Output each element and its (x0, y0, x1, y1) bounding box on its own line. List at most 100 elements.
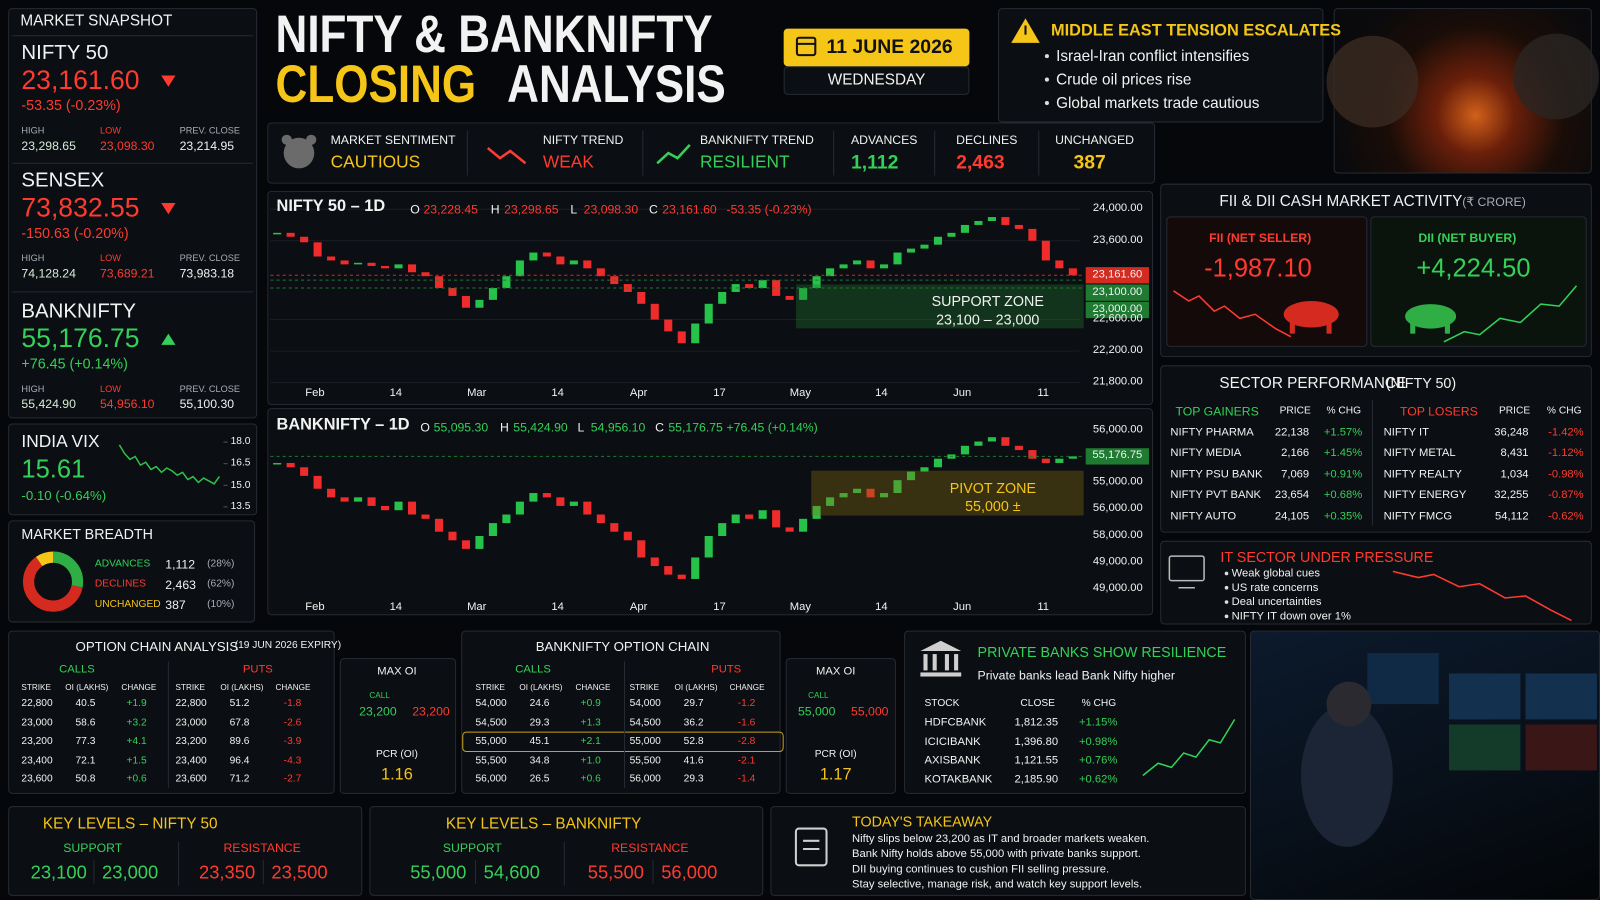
candle (906, 471, 916, 481)
nifty-chart-panel (267, 190, 1154, 406)
bank-roof (920, 640, 962, 652)
high: 74,128.24 (21, 266, 76, 281)
screen (1448, 673, 1521, 720)
high: 55,424.90 (21, 396, 76, 412)
value: -1,987.10 (1204, 254, 1312, 283)
bullet (1044, 77, 1049, 82)
candle (853, 260, 862, 265)
candle (758, 280, 767, 289)
rows: +2.1 (580, 735, 601, 747)
price-tag (1085, 267, 1149, 284)
title: OPTION CHAIN ANALYSIS (75, 638, 239, 655)
x-labels: 14 (389, 386, 403, 399)
date: 11 JUNE 2026 (826, 36, 953, 59)
support-label: SUPPORT (442, 840, 502, 856)
rows: +1.15% (1078, 716, 1118, 729)
rows: 29.3 (529, 716, 550, 729)
rows: 22,138 (1274, 426, 1310, 439)
figure-silhouette (1326, 35, 1419, 128)
value: WEAK (542, 152, 594, 172)
warning-icon (1011, 18, 1040, 43)
candle (920, 467, 929, 472)
candle (556, 497, 565, 506)
rows: -0.87% (1548, 488, 1584, 502)
low: 73,689.21 (99, 266, 155, 281)
rows: 55,500 (475, 754, 507, 766)
value: 55,095.30 (433, 420, 489, 435)
label: NIFTY TREND (542, 132, 624, 147)
bullet (1224, 585, 1229, 590)
bear-ear (281, 134, 292, 145)
bear-ear (306, 134, 317, 145)
rows: -2.8 (737, 735, 756, 747)
candle (974, 221, 983, 225)
donut-segment (22, 551, 84, 612)
low: 23,098.30 (99, 138, 155, 154)
pcr: 1.17 (819, 766, 852, 784)
x-labels: 17 (713, 601, 726, 614)
price-tag (1085, 284, 1149, 301)
snapshot-panel (8, 8, 258, 419)
candle (974, 441, 983, 446)
headers: PRICE (1498, 405, 1531, 417)
support-label: SUPPORT (63, 840, 123, 856)
candle (960, 224, 969, 233)
price-tag (1085, 448, 1149, 465)
candle (1055, 260, 1064, 269)
candle (367, 262, 376, 266)
candle (286, 232, 295, 237)
rows: 7,069 (1281, 468, 1310, 481)
candle (812, 276, 821, 289)
axis-labels: 56,000.00 (1092, 502, 1143, 515)
x-labels: May (789, 386, 812, 399)
subtitle: Private banks lead Bank Nifty higher (977, 668, 1175, 683)
change: -53.35 (-0.23%) (21, 96, 121, 114)
candle (529, 493, 538, 502)
bullet (1224, 614, 1229, 619)
put: 23,200 (412, 704, 450, 719)
title: KEY LEVELS – NIFTY 50 (42, 815, 218, 833)
figure-silhouette (1513, 33, 1599, 120)
candle (556, 256, 565, 265)
axis-labels: 56,000.00 (1092, 423, 1143, 436)
title: INDIA VIX (21, 431, 100, 452)
headers: STRIKE (175, 682, 206, 692)
bear-figure (1283, 301, 1339, 334)
candle (1041, 240, 1050, 261)
change: -0.10 (-0.64%) (21, 487, 107, 504)
candle (354, 262, 363, 265)
bear-head (283, 137, 315, 169)
candle (300, 467, 309, 476)
trader-silhouette (1301, 704, 1393, 847)
support: 23,000 (102, 862, 159, 883)
rows: 24.6 (529, 697, 550, 710)
candle (583, 260, 592, 269)
rows: 29.7 (683, 697, 704, 710)
private-banks-panel (904, 630, 1246, 794)
rows: -2.7 (283, 773, 302, 785)
bank-pillar (954, 654, 959, 671)
day-box (783, 66, 970, 95)
screen (1525, 673, 1597, 720)
label: 23,161.60 (1092, 268, 1143, 281)
title: NIFTY 50 – 1D (276, 197, 386, 216)
rows: -1.8 (283, 697, 302, 710)
percent-labels: (10%) (207, 598, 235, 611)
candle (502, 276, 511, 289)
rows: 23,600 (21, 773, 53, 785)
label: 23,600.00 (1092, 233, 1143, 246)
rows: 36,248 (1494, 426, 1529, 439)
bank-option-chain-panel (461, 630, 781, 794)
screen (1448, 724, 1521, 771)
bank-pillar (923, 654, 928, 671)
rows: 29.3 (683, 773, 704, 785)
candle (664, 566, 673, 575)
value: CAUTIOUS (330, 152, 421, 172)
call: 23,200 (359, 704, 397, 719)
candle (367, 497, 376, 506)
bank-base (920, 672, 962, 677)
candle (313, 475, 322, 489)
rows: +1.5 (126, 754, 147, 766)
candle (718, 291, 727, 304)
headers: % CHG (1546, 405, 1582, 417)
